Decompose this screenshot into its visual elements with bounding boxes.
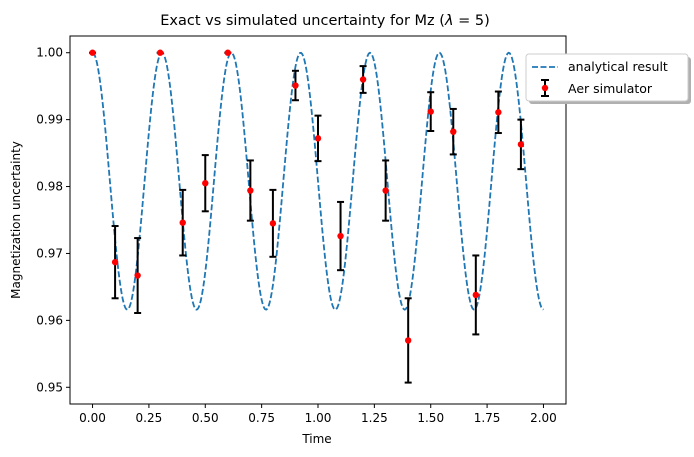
axes-frame [69, 35, 567, 405]
y-tick-label: 0.96 [36, 313, 63, 327]
data-point [517, 118, 525, 171]
marker [359, 76, 367, 83]
plot-area [89, 49, 544, 384]
legend-box [525, 53, 689, 102]
data-point [449, 107, 457, 156]
marker [202, 180, 209, 187]
data-point [134, 237, 142, 315]
marker [179, 219, 186, 226]
data-point [156, 49, 164, 56]
marker [292, 82, 299, 89]
x-tick-label: 0.50 [192, 411, 219, 425]
legend-label-analytical: analytical result [568, 59, 668, 74]
chart-title: Exact vs simulated uncertainty for Mz (λ… [160, 13, 490, 29]
data-point [246, 159, 254, 222]
marker [337, 232, 344, 240]
marker [495, 109, 502, 116]
x-tick-label: 0.00 [79, 411, 106, 425]
svg-text:Exact vs simulated uncertainty: Exact vs simulated uncertainty for Mz (λ… [160, 13, 490, 29]
chart-title-prefix: Exact vs simulated uncertainty for Mz ( [160, 13, 445, 29]
marker [89, 49, 96, 56]
marker [517, 141, 525, 148]
data-point [291, 69, 299, 102]
marker [247, 187, 254, 194]
data-point [404, 297, 412, 384]
x-tick-label: 2.00 [530, 411, 557, 425]
data-point [224, 49, 232, 56]
data-point [382, 159, 390, 222]
marker [224, 49, 232, 56]
legend-label-aer: Aer simulator [568, 81, 653, 96]
data-point [494, 90, 502, 135]
marker [472, 291, 480, 299]
data-point [472, 254, 480, 336]
data-point [359, 65, 367, 94]
marker [269, 220, 277, 227]
data-point [89, 49, 97, 56]
analytical-curve [92, 51, 544, 311]
marker [111, 258, 119, 266]
legend-errorbar-sample [541, 79, 549, 97]
legend: analytical result Aer simulator [525, 53, 691, 104]
x-tick-label: 1.25 [361, 411, 388, 425]
marker [427, 108, 434, 115]
lambda-symbol: λ [444, 13, 454, 29]
marker [450, 128, 457, 135]
marker [404, 337, 412, 344]
marker [156, 49, 164, 56]
y-tick-label: 0.99 [36, 113, 63, 127]
data-point [337, 200, 345, 272]
chart-title-suffix: = 5) [454, 13, 490, 29]
y-tick-label: 0.97 [36, 246, 63, 260]
y-tick-label: 0.98 [36, 180, 63, 194]
marker [314, 135, 322, 142]
data-point [427, 91, 435, 133]
y-axis-title: Magnetization uncertainty [9, 141, 23, 299]
data-point [201, 154, 209, 213]
x-tick-label: 1.50 [417, 411, 444, 425]
axes: 0.00 0.25 0.50 0.75 1.00 1.25 1.50 1.75 2.00 0.95… [36, 35, 567, 425]
x-tick-label: 0.75 [248, 411, 275, 425]
x-tick-label: 1.75 [474, 411, 501, 425]
x-tick-label: 1.00 [305, 411, 332, 425]
data-point [314, 114, 322, 163]
y-tick-label: 0.95 [36, 380, 63, 394]
data-point [269, 188, 277, 258]
x-tick-label: 0.25 [136, 411, 163, 425]
marker [382, 187, 389, 194]
x-axis-title: Time [301, 432, 331, 446]
marker [134, 272, 141, 279]
data-point [111, 225, 119, 300]
data-point [179, 188, 187, 257]
y-tick-label: 1.00 [36, 46, 63, 60]
